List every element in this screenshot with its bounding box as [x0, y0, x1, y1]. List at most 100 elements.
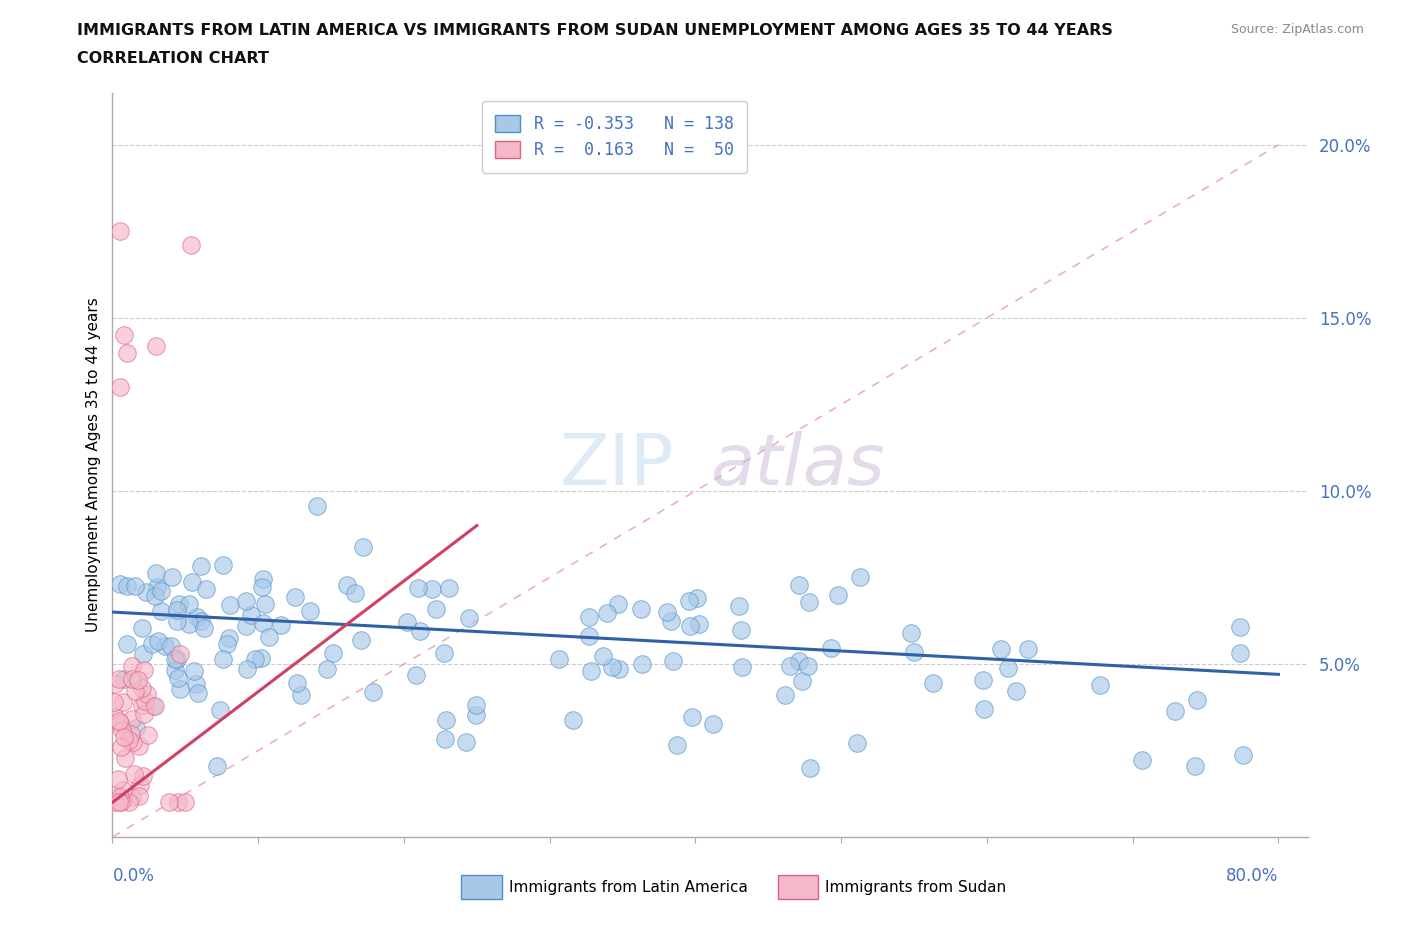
- Point: [167, 795, 190, 810]
- Point: [167, 596, 190, 611]
- Point: [406, 581, 429, 596]
- Point: [115, 636, 138, 651]
- Point: [235, 618, 257, 633]
- Point: [179, 617, 201, 631]
- Point: [432, 645, 454, 660]
- Point: [115, 345, 138, 360]
- Point: [236, 661, 259, 676]
- Point: [688, 617, 710, 631]
- Point: [363, 684, 385, 699]
- Point: [250, 579, 273, 594]
- Point: [108, 379, 131, 394]
- Point: [187, 685, 209, 700]
- Point: [121, 658, 143, 673]
- Point: [157, 795, 180, 810]
- Legend: R = -0.353   N = 138, R =  0.163   N =  50: R = -0.353 N = 138, R = 0.163 N = 50: [482, 101, 747, 173]
- Point: [153, 639, 176, 654]
- Point: [1184, 758, 1206, 773]
- Point: [243, 652, 266, 667]
- Point: [1185, 693, 1208, 708]
- Point: [305, 498, 328, 513]
- Point: [136, 686, 159, 701]
- Point: [167, 671, 190, 685]
- Text: Source: ZipAtlas.com: Source: ZipAtlas.com: [1230, 23, 1364, 36]
- Point: [797, 658, 820, 673]
- Point: [190, 614, 212, 629]
- Point: [235, 593, 257, 608]
- Point: [108, 715, 131, 730]
- Point: [128, 789, 150, 804]
- Point: [146, 580, 169, 595]
- Point: [344, 585, 367, 600]
- Point: [454, 735, 477, 750]
- Point: [111, 723, 134, 737]
- Point: [131, 698, 153, 712]
- Point: [464, 698, 486, 712]
- Point: [425, 602, 447, 617]
- Point: [322, 646, 344, 661]
- Point: [132, 707, 155, 722]
- Point: [792, 673, 814, 688]
- Point: [457, 611, 479, 626]
- Point: [121, 790, 143, 804]
- Point: [298, 604, 321, 618]
- Point: [315, 661, 337, 676]
- Point: [659, 613, 682, 628]
- Point: [160, 569, 183, 584]
- Point: [136, 727, 159, 742]
- Point: [787, 653, 810, 668]
- Point: [990, 642, 1012, 657]
- Point: [973, 701, 995, 716]
- Point: [120, 726, 142, 741]
- Text: CORRELATION CHART: CORRELATION CHART: [77, 51, 269, 66]
- Point: [1232, 748, 1254, 763]
- Point: [163, 662, 186, 677]
- Point: [218, 631, 240, 645]
- Point: [104, 677, 127, 692]
- Y-axis label: Unemployment Among Ages 35 to 44 years: Unemployment Among Ages 35 to 44 years: [86, 298, 101, 632]
- Point: [562, 712, 585, 727]
- Point: [336, 578, 359, 592]
- Point: [1229, 646, 1251, 661]
- Point: [127, 672, 149, 687]
- Point: [159, 639, 181, 654]
- Point: [131, 769, 153, 784]
- Point: [212, 651, 235, 666]
- Point: [662, 654, 685, 669]
- Point: [184, 677, 207, 692]
- Point: [165, 652, 187, 667]
- Point: [903, 644, 925, 659]
- Point: [252, 571, 274, 586]
- Point: [122, 766, 145, 781]
- Point: [129, 777, 152, 792]
- Point: [657, 604, 679, 619]
- Point: [270, 618, 292, 632]
- Point: [112, 671, 135, 686]
- Point: [592, 649, 614, 664]
- Point: [128, 739, 150, 754]
- Point: [728, 598, 751, 613]
- Point: [352, 539, 374, 554]
- Point: [1132, 752, 1154, 767]
- Point: [787, 578, 810, 592]
- Point: [465, 707, 488, 722]
- Point: [166, 614, 188, 629]
- Point: [827, 587, 849, 602]
- Point: [218, 598, 240, 613]
- Point: [108, 789, 131, 804]
- Point: [166, 651, 188, 666]
- Point: [579, 664, 602, 679]
- Point: [186, 609, 208, 624]
- Point: [112, 327, 135, 342]
- Point: [145, 565, 167, 580]
- Point: [121, 711, 143, 726]
- Point: [773, 687, 796, 702]
- Point: [110, 740, 132, 755]
- Point: [284, 590, 307, 604]
- Point: [215, 636, 238, 651]
- Point: [190, 559, 212, 574]
- Point: [135, 584, 157, 599]
- Point: [112, 729, 135, 744]
- Point: [132, 662, 155, 677]
- Point: [578, 610, 600, 625]
